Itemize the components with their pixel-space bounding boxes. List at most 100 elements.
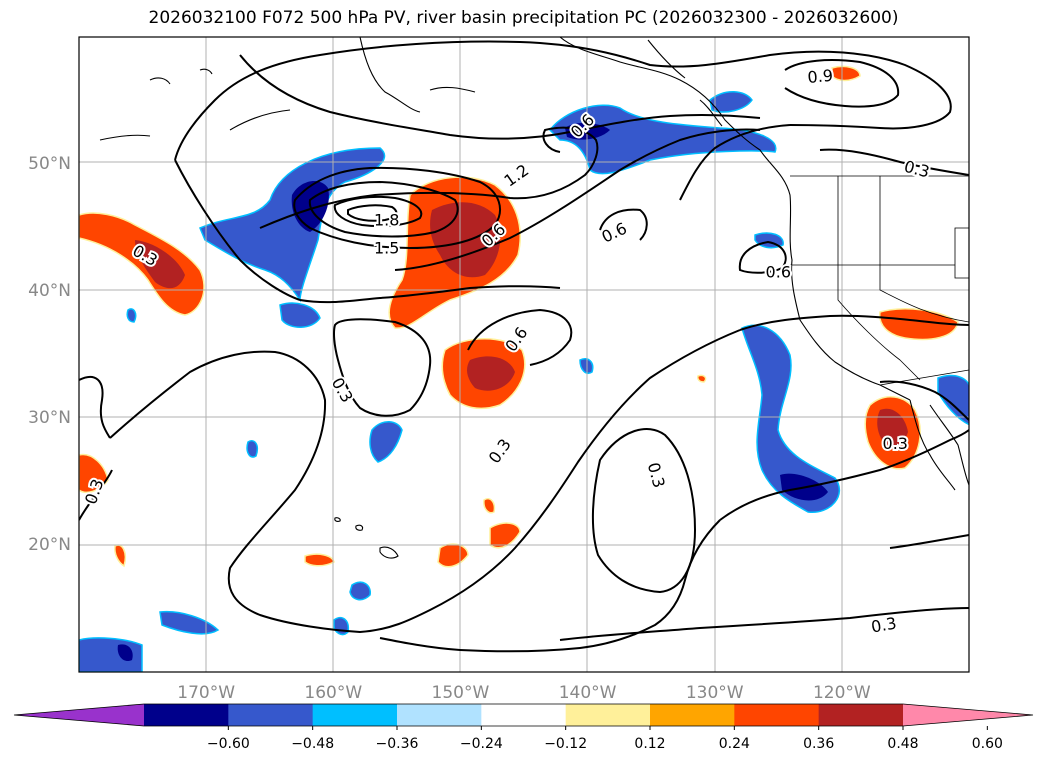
pv-contour: [679, 124, 791, 201]
map-plot-area: 1.81.51.20.90.60.6 0.60.60.60.30.30.30.30…: [79, 37, 969, 672]
pos-shade-region: [304, 553, 335, 567]
longitude-labels: 170°W 160°W 150°W 140°W 130°W 120°W: [177, 683, 871, 703]
contour-label: 1.5: [374, 238, 399, 257]
pv-contour: [819, 148, 969, 176]
lat-label: 20°N: [28, 535, 71, 555]
map-frame: [78, 36, 970, 673]
colorbar-tick-label: 0.60: [972, 736, 1003, 752]
pv-contour: [889, 534, 969, 549]
neg-shade-region: [709, 91, 753, 113]
lat-label: 30°N: [28, 408, 71, 428]
colorbar-segment: [397, 704, 482, 726]
pos-shade-region: [831, 65, 861, 82]
colorbar-tick-label: −0.24: [460, 736, 503, 752]
colorbar-extend-high: [903, 704, 1033, 726]
pv-contour: [599, 208, 648, 241]
neg-shade-core: [117, 644, 133, 662]
pv-contour: [308, 180, 459, 238]
colorbar-tick-label: 0.24: [719, 736, 750, 752]
pv-contour: [79, 375, 111, 439]
pv-contour: [379, 519, 721, 653]
neg-shade-region: [741, 324, 841, 513]
colorbar-segment: [481, 704, 567, 726]
pos-shade-core: [135, 240, 185, 289]
lon-label: 160°W: [304, 683, 362, 703]
neg-shade-region: [579, 358, 594, 374]
contour-label: 0.3: [644, 460, 669, 490]
pos-shade-region: [879, 308, 959, 341]
pv-contour: [293, 166, 501, 250]
pos-shade-region: [483, 498, 496, 514]
pv-contour: [739, 314, 969, 331]
colorbar-tick-label: −0.12: [544, 736, 587, 752]
colorbar-tick-label: 0.48: [887, 736, 918, 752]
colorbar-tick-label: 0.12: [634, 736, 665, 752]
pv-contour: [299, 285, 561, 304]
lon-label: 120°W: [813, 683, 871, 703]
lon-label: 150°W: [432, 683, 490, 703]
colorbar: −0.60 −0.48 −0.36 −0.24 −0.12 0.12 0.24 0.36 0.4…: [13, 703, 1034, 752]
pv-contour: [333, 318, 432, 417]
contour-label: 1.2: [500, 160, 532, 190]
lat-label: 50°N: [28, 154, 71, 174]
shading-layer: [79, 65, 969, 672]
pos-shade-core: [467, 356, 515, 391]
colorbar-extend-low: [14, 704, 144, 726]
pos-shade-region: [489, 522, 521, 549]
contour-label: 0.3: [870, 613, 898, 636]
lat-label: 40°N: [28, 281, 71, 301]
colorbar-segment: [312, 704, 398, 726]
pv-contour: [559, 607, 969, 641]
colorbar-tick-label: −0.60: [207, 736, 250, 752]
pv-contour: [467, 308, 573, 366]
pos-shade-core: [877, 408, 908, 447]
pv-contour: [109, 329, 741, 634]
latitude-labels: 50°N 40°N 30°N 20°N: [28, 154, 71, 555]
pv-contour: [784, 59, 900, 108]
colorbar-segment: [228, 704, 314, 726]
pv-contour: [259, 126, 599, 229]
country-borders: [790, 175, 969, 386]
neg-shade-region: [369, 421, 403, 463]
pv-contours: [79, 40, 969, 653]
coastlines: [99, 37, 969, 559]
colorbar-segment: [650, 704, 735, 726]
colorbar-outline: [13, 703, 1034, 727]
lon-label: 130°W: [686, 683, 744, 703]
colorbar-segment: [734, 704, 820, 726]
colorbar-tick-label: 0.36: [803, 736, 834, 752]
pv-contour: [879, 380, 969, 421]
neg-shade-region: [279, 302, 321, 328]
lon-label: 140°W: [559, 683, 617, 703]
neg-shade-region: [349, 581, 371, 601]
colorbar-segment: [565, 704, 651, 726]
neg-shade-region: [333, 616, 350, 636]
neg-shade-region: [159, 610, 220, 635]
pos-shade-region: [697, 374, 707, 383]
pv-contour: [738, 240, 787, 274]
pv-contour: [174, 40, 952, 161]
pos-shade-region: [437, 543, 469, 568]
pos-shade-core: [430, 202, 501, 278]
pv-contour: [79, 469, 113, 521]
pv-contour: [333, 195, 423, 228]
contour-label: 0.3: [485, 435, 515, 467]
colorbar-tick-label: −0.48: [291, 736, 334, 752]
colorbar-segment: [818, 704, 904, 726]
gridlines: [79, 37, 969, 672]
neg-shade-region: [246, 440, 259, 458]
contour-label: 0.3: [328, 374, 357, 406]
pv-contour: [394, 128, 761, 271]
lon-label: 170°W: [177, 683, 235, 703]
contour-label: 0.9: [807, 66, 834, 87]
map-title: 2026032100 F072 500 hPa PV, river basin …: [148, 8, 899, 28]
pos-shade-region: [114, 544, 127, 568]
pv-contour: [174, 159, 301, 301]
contour-label: 0.6: [766, 262, 791, 281]
pv-contour: [347, 204, 398, 222]
pv-contour: [719, 429, 969, 521]
pv-contour: [239, 54, 761, 140]
colorbar-tick-label: −0.36: [376, 736, 419, 752]
contour-label: 1.8: [374, 210, 399, 229]
